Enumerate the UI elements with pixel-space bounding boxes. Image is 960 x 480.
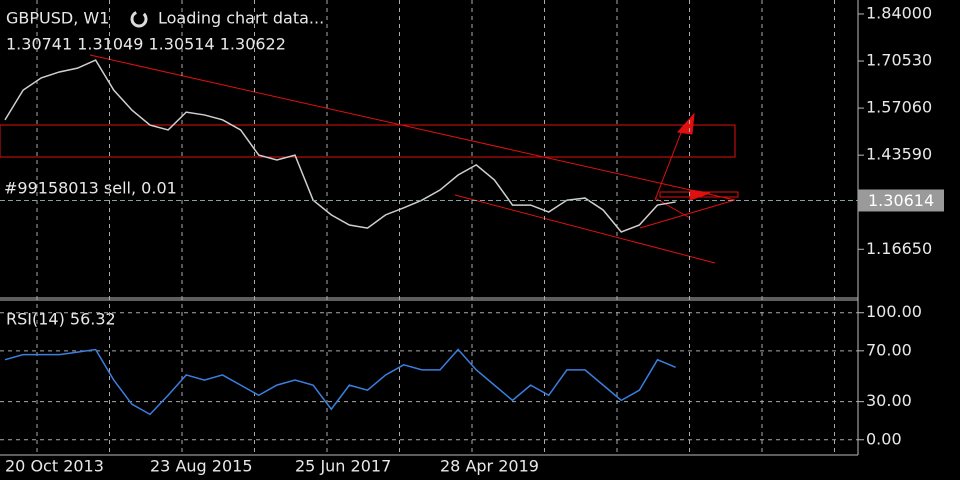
y-tick-label: 30.00 <box>866 391 912 410</box>
x-tick-label: 20 Oct 2013 <box>5 457 104 476</box>
current-price-box <box>858 189 944 212</box>
series-line <box>4 348 676 416</box>
rsi-title: RSI(14) 56.32 <box>6 310 116 329</box>
y-tick-label: 0.00 <box>866 429 902 448</box>
x-tick-label: 25 Jun 2017 <box>295 457 391 476</box>
y-tick-label: 1.84000 <box>866 3 932 22</box>
status-text: Loading chart data... <box>158 9 324 28</box>
ohlc-text: 1.30741 1.31049 1.30514 1.30622 <box>6 35 286 54</box>
loading-spinner <box>130 10 148 28</box>
y-tick-label: 1.57060 <box>866 98 932 117</box>
y-tick-label: 1.16650 <box>866 239 932 258</box>
x-tick-label: 23 Aug 2015 <box>150 457 253 476</box>
order-label: #99158013 sell, 0.01 <box>4 179 177 198</box>
current-price-label: 1.30614 <box>868 191 934 210</box>
series-line <box>4 59 676 233</box>
y-tick-label: 1.43590 <box>866 145 932 164</box>
x-tick-label: 28 Apr 2019 <box>440 457 539 476</box>
symbol-title: GBPUSD, W1 <box>6 9 109 28</box>
drawings <box>0 54 739 264</box>
y-tick-label: 70.00 <box>866 340 912 359</box>
y-tick-label: 1.70530 <box>866 51 932 70</box>
y-tick-label: 100.00 <box>866 302 922 321</box>
